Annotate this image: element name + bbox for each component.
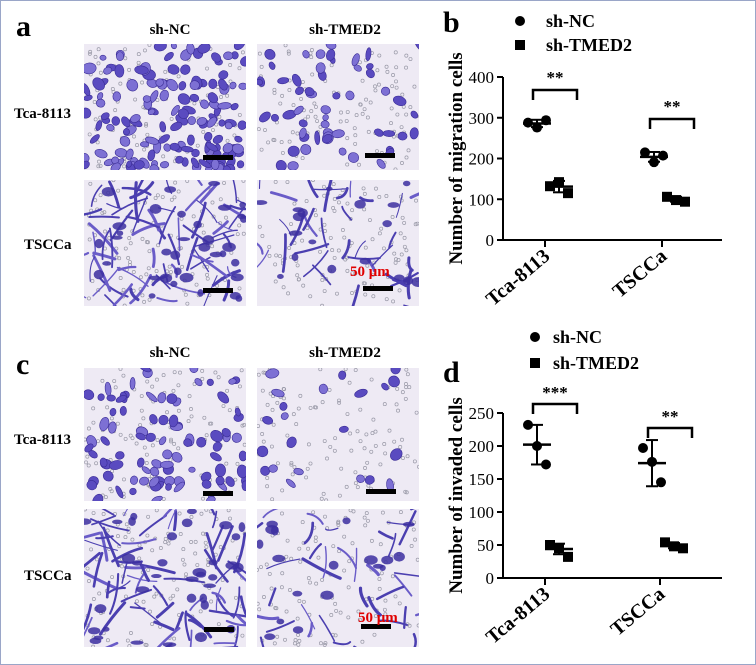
data-point: [541, 115, 551, 126]
panel-letter-c: c: [16, 348, 30, 381]
micrograph-a-tca8113-shnc: [84, 44, 246, 170]
panel-c-row-label-1: Tca-8113: [14, 432, 71, 448]
y-tick-label: 0: [486, 569, 495, 588]
x-tick-label: TSCCa: [607, 583, 670, 641]
y-tick-label: 50: [477, 536, 494, 555]
y-axis-label: Number of migration cells: [446, 52, 467, 264]
data-point: [523, 419, 533, 430]
panel-c-col-label-2: sh-TMED2: [309, 345, 381, 361]
panel-c-row-label-2: TSCCa: [24, 568, 72, 584]
legend-label: sh-TMED2: [553, 353, 639, 373]
panel-letter-d: d: [443, 356, 460, 389]
y-tick-label: 200: [469, 437, 495, 456]
micrograph-c-tscca-shnc: [84, 509, 246, 647]
micrograph-a-tca8113-shtmed2: [257, 44, 419, 170]
data-point: [545, 540, 555, 550]
panel-letter-a: a: [16, 10, 31, 43]
data-point: [523, 117, 533, 128]
legend-label: sh-NC: [553, 327, 602, 347]
legend-marker-circle: [515, 16, 525, 26]
y-tick-label: 0: [486, 231, 495, 250]
data-point: [656, 477, 666, 488]
data-point: [554, 543, 564, 554]
significance-label: ***: [542, 383, 568, 402]
panel-a-col-label-1: sh-NC: [149, 22, 191, 38]
y-tick-label: 100: [469, 190, 495, 209]
legend-label: sh-TMED2: [546, 35, 632, 55]
panel-a-col-label-2: sh-TMED2: [309, 22, 381, 38]
data-point: [640, 147, 650, 158]
x-tick-label: TSCCa: [609, 245, 672, 303]
data-point: [678, 543, 688, 554]
legend-label: sh-NC: [546, 11, 595, 31]
panel-a-row-label-1: Tca-8113: [14, 106, 71, 122]
data-point: [660, 537, 670, 548]
data-point: [554, 177, 564, 188]
legend-marker-square: [515, 40, 525, 50]
scale-bar: [365, 153, 395, 158]
significance-bracket: [531, 402, 579, 414]
legend-marker-square: [530, 358, 540, 368]
y-tick-label: 300: [469, 109, 495, 128]
y-axis-label: Number of invaded cells: [446, 397, 467, 594]
legend-marker-circle: [530, 332, 540, 342]
y-tick-label: 200: [469, 150, 495, 169]
micrograph-c-tca8113-shnc: [84, 368, 246, 501]
y-tick-label: 100: [469, 503, 495, 522]
micrograph-c-tscca-shtmed2: [257, 509, 419, 647]
scale-bar: [203, 491, 233, 496]
y-tick-label: 150: [469, 470, 495, 489]
data-point: [671, 195, 681, 206]
data-point: [638, 442, 648, 453]
x-tick-label: Tca-8113: [482, 583, 554, 649]
scale-bar: [203, 288, 233, 293]
data-point: [662, 191, 672, 202]
data-point: [669, 541, 679, 552]
scale-bar: [203, 155, 233, 160]
x-tick-label: Tca-8113: [482, 245, 554, 311]
significance-label: **: [664, 97, 681, 116]
micrograph-a-tscca-shnc: [84, 180, 246, 306]
significance-bracket: [531, 88, 579, 100]
scale-label-a: 50 μm: [350, 264, 390, 280]
scale-bar: [363, 286, 393, 291]
data-point: [647, 456, 657, 467]
significance-label: **: [547, 68, 564, 87]
panel-c-col-label-1: sh-NC: [149, 345, 191, 361]
scale-bar: [204, 627, 234, 632]
micrograph-c-tca8113-shtmed2: [257, 368, 419, 501]
data-point: [541, 459, 551, 470]
significance-bracket: [648, 117, 696, 129]
panel-a-row-label-2: TSCCa: [24, 237, 72, 253]
micrograph-a-tscca-shtmed2: [257, 180, 419, 306]
data-point: [532, 441, 542, 451]
scale-bar: [366, 489, 396, 494]
data-point: [658, 150, 668, 161]
scale-label-c: 50 μm: [358, 610, 398, 626]
data-point: [680, 196, 690, 207]
panel-letter-b: b: [443, 6, 460, 39]
scale-bar: [361, 624, 391, 629]
data-point: [649, 157, 659, 168]
data-point: [532, 122, 542, 133]
data-point: [563, 188, 573, 199]
data-point: [545, 181, 555, 192]
data-point: [563, 551, 573, 562]
y-tick-label: 250: [469, 404, 495, 423]
significance-bracket: [646, 426, 694, 438]
significance-label: **: [662, 407, 679, 426]
y-tick-label: 400: [469, 68, 495, 87]
